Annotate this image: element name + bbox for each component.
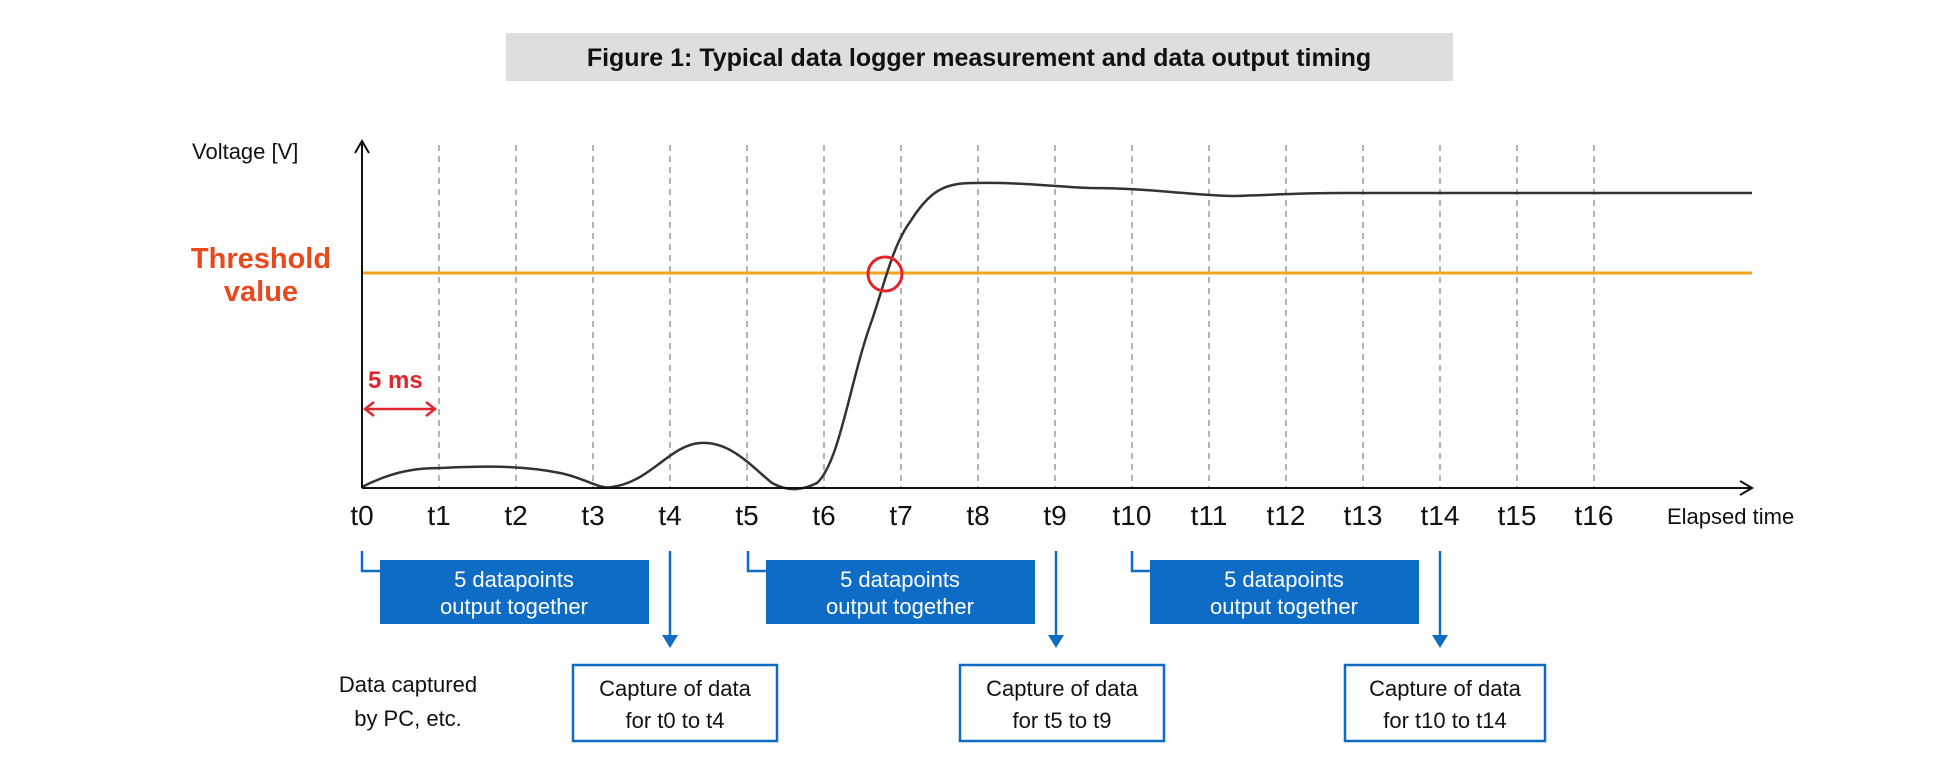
tick-label-t3: t3 [581,500,604,531]
time-tick-labels: t0 t1 t2 t3 t4 t5 t6 t7 t8 t9 t10 t11 t12 t13 t14 t15 t1… [350,500,1613,531]
output-box-1-line-1: 5 datapoints [454,567,574,592]
output-box-2-line-2: output together [826,594,974,619]
tick-label-t13: t13 [1344,500,1383,531]
tick-label-t8: t8 [966,500,989,531]
y-axis-label: Voltage [V] [192,139,298,164]
capture-box-3-line-1: Capture of data [1369,676,1521,701]
capture-box-1 [571,663,779,743]
x-axis-arrowhead [1739,480,1754,496]
output-arrowhead-1 [662,635,678,648]
capture-box-1-line-2: for t0 to t4 [625,708,724,733]
tick-label-t16: t16 [1575,500,1614,531]
capture-box-2-line-1: Capture of data [986,676,1138,701]
output-arrowhead-2 [1048,635,1064,648]
y-axis-arrowhead [354,139,370,154]
output-bracket-2 [746,551,766,573]
figure-title: Figure 1: Typical data logger measuremen… [587,44,1371,72]
capture-box-1-line-1: Capture of data [599,676,751,701]
pc-label-line-1: Data captured [339,672,477,697]
output-box-1-line-2: output together [440,594,588,619]
title-band [506,33,1453,81]
x-axis-label: Elapsed time [1667,504,1794,529]
tick-label-t1: t1 [427,500,450,531]
tick-label-t6: t6 [812,500,835,531]
tick-label-t5: t5 [735,500,758,531]
output-box-3 [1150,560,1419,624]
threshold-crossing-circle [866,255,904,293]
output-bracket-1 [360,551,380,573]
output-box-1 [380,560,649,624]
output-arrowhead-3 [1432,635,1448,648]
capture-box-3-line-2: for t10 to t14 [1383,708,1507,733]
tick-label-t15: t15 [1498,500,1537,531]
tick-label-t9: t9 [1043,500,1066,531]
output-bracket-3 [1130,551,1150,573]
output-box-3-line-2: output together [1210,594,1358,619]
output-box-3-line-1: 5 datapoints [1224,567,1344,592]
pc-label-line-2: by PC, etc. [354,706,462,731]
tick-label-t12: t12 [1267,500,1306,531]
output-box-2 [766,560,1035,624]
tick-label-t7: t7 [889,500,912,531]
output-box-2-line-1: 5 datapoints [840,567,960,592]
tick-label-t11: t11 [1191,500,1228,531]
threshold-label-line-2: value [224,276,298,308]
tick-label-t2: t2 [504,500,527,531]
threshold-label-line-1: Threshold [191,243,331,275]
capture-box-2 [958,663,1166,743]
interval-arrowhead-left [362,401,375,417]
tick-label-t4: t4 [658,500,681,531]
output-group-1: 5 datapoints output together Capture of … [360,551,779,743]
tick-label-t0: t0 [350,500,373,531]
interval-arrowhead-right [425,401,438,417]
voltage-signal-curve [361,181,1752,491]
tick-label-t10: t10 [1113,500,1152,531]
time-gridlines [438,145,1595,488]
capture-box-2-line-2: for t5 to t9 [1012,708,1111,733]
tick-label-t14: t14 [1421,500,1460,531]
output-group-2: 5 datapoints output together Capture of … [746,551,1166,743]
output-group-3: 5 datapoints output together Capture of … [1130,551,1547,743]
capture-box-3 [1343,663,1547,743]
interval-label: 5 ms [368,367,423,394]
